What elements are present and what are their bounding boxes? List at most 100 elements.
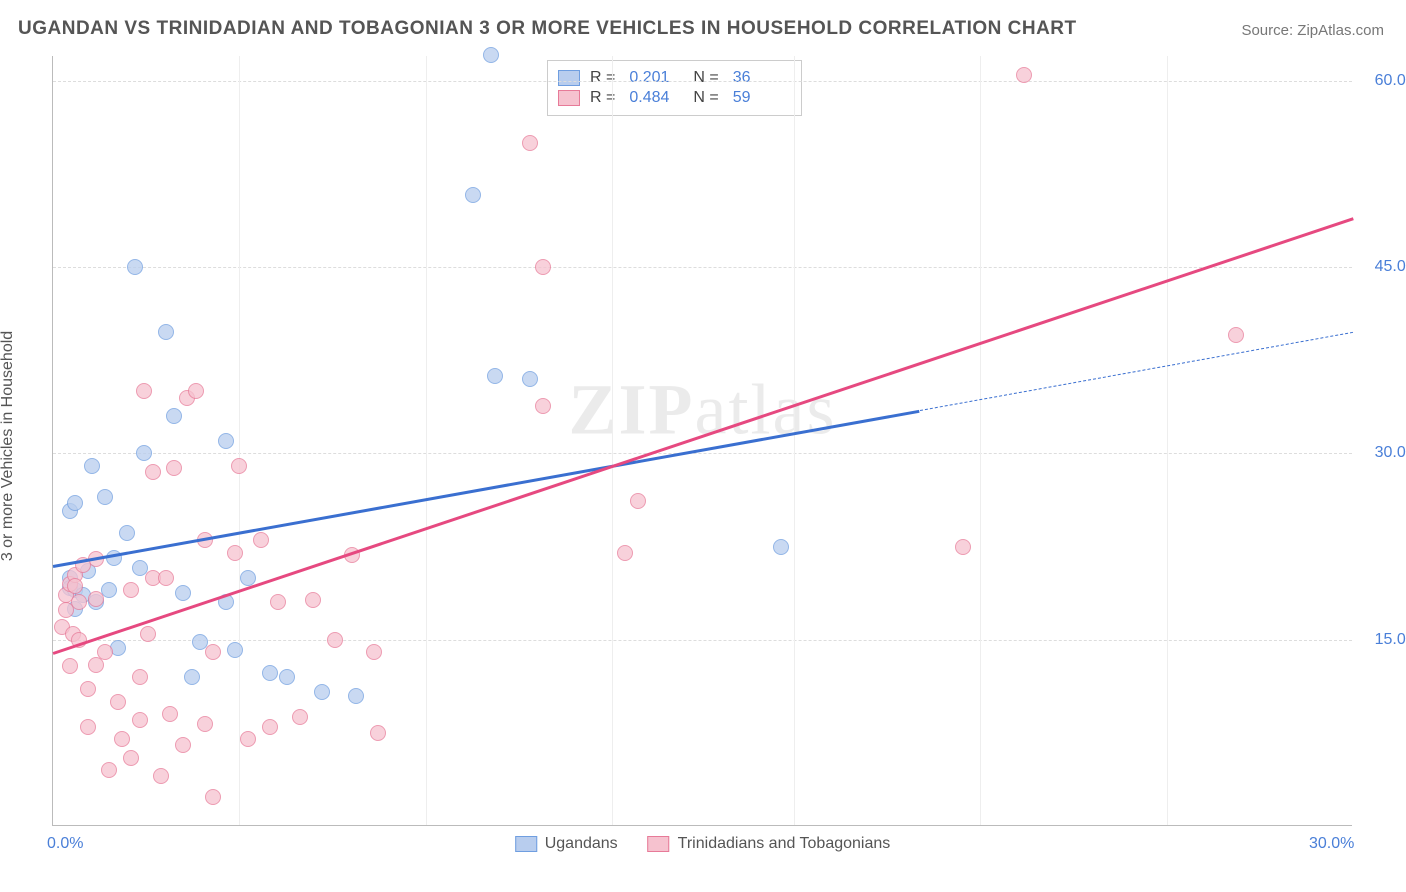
data-point [62, 658, 78, 674]
data-point [955, 539, 971, 555]
legend-r-value: 0.201 [629, 69, 677, 87]
y-tick-label: 60.0% [1360, 72, 1406, 90]
source-label: Source: ZipAtlas.com [1241, 22, 1384, 39]
data-point [132, 669, 148, 685]
data-point [97, 644, 113, 660]
data-point [773, 539, 789, 555]
legend-r-value: 0.484 [629, 89, 677, 107]
data-point [80, 719, 96, 735]
gridline-v [612, 56, 613, 825]
data-point [535, 398, 551, 414]
gridline-v [426, 56, 427, 825]
data-point [158, 570, 174, 586]
data-point [370, 725, 386, 741]
data-point [67, 578, 83, 594]
gridline-h [53, 267, 1352, 268]
y-tick-label: 30.0% [1360, 444, 1406, 462]
data-point [153, 768, 169, 784]
data-point [262, 719, 278, 735]
legend-row: R =0.201N =36 [558, 69, 787, 87]
x-tick-label: 30.0% [1309, 835, 1354, 853]
trend-line [53, 410, 920, 568]
data-point [197, 716, 213, 732]
gridline-h [53, 81, 1352, 82]
data-point [67, 495, 83, 511]
data-point [188, 383, 204, 399]
data-point [522, 371, 538, 387]
data-point [88, 591, 104, 607]
data-point [522, 135, 538, 151]
watermark: ZIPatlas [569, 368, 837, 451]
legend-row: R =0.484N =59 [558, 89, 787, 107]
data-point [617, 545, 633, 561]
data-point [184, 669, 200, 685]
gridline-v [794, 56, 795, 825]
data-point [205, 644, 221, 660]
data-point [101, 762, 117, 778]
data-point [145, 464, 161, 480]
data-point [123, 582, 139, 598]
data-point [127, 259, 143, 275]
data-point [348, 688, 364, 704]
data-point [166, 408, 182, 424]
data-point [231, 458, 247, 474]
trend-line [53, 218, 1354, 655]
data-point [80, 681, 96, 697]
data-point [253, 532, 269, 548]
data-point [240, 731, 256, 747]
data-point [465, 187, 481, 203]
data-point [240, 570, 256, 586]
gridline-h [53, 453, 1352, 454]
data-point [483, 47, 499, 63]
series-legend: Ugandans Trinidadians and Tobagonians [515, 835, 891, 853]
y-tick-label: 15.0% [1360, 631, 1406, 649]
data-point [84, 458, 100, 474]
data-point [227, 545, 243, 561]
data-point [218, 433, 234, 449]
data-point [114, 731, 130, 747]
data-point [270, 594, 286, 610]
data-point [123, 750, 139, 766]
correlation-legend: R =0.201N =36R =0.484N =59 [547, 60, 802, 116]
data-point [175, 737, 191, 753]
legend-swatch [515, 836, 537, 852]
data-point [162, 706, 178, 722]
data-point [314, 684, 330, 700]
data-point [136, 383, 152, 399]
legend-n-prefix: N = [693, 89, 718, 107]
data-point [110, 694, 126, 710]
data-point [166, 460, 182, 476]
chart-plot-area: ZIPatlas R =0.201N =36R =0.484N =59 Ugan… [52, 56, 1352, 826]
data-point [227, 642, 243, 658]
legend-swatch [558, 70, 580, 86]
gridline-v [1167, 56, 1168, 825]
data-point [366, 644, 382, 660]
data-point [71, 594, 87, 610]
data-point [279, 669, 295, 685]
data-point [487, 368, 503, 384]
legend-item: Trinidadians and Tobagonians [648, 835, 891, 853]
data-point [136, 445, 152, 461]
trend-line-extrapolated [920, 332, 1353, 411]
data-point [292, 709, 308, 725]
y-tick-label: 45.0% [1360, 258, 1406, 276]
legend-series-label: Ugandans [545, 835, 618, 853]
data-point [262, 665, 278, 681]
legend-swatch [558, 90, 580, 106]
legend-n-value: 59 [733, 89, 781, 107]
data-point [97, 489, 113, 505]
data-point [205, 789, 221, 805]
data-point [175, 585, 191, 601]
legend-series-label: Trinidadians and Tobagonians [678, 835, 891, 853]
gridline-v [239, 56, 240, 825]
data-point [535, 259, 551, 275]
data-point [158, 324, 174, 340]
data-point [305, 592, 321, 608]
data-point [132, 712, 148, 728]
data-point [630, 493, 646, 509]
x-tick-label: 0.0% [47, 835, 83, 853]
legend-n-value: 36 [733, 69, 781, 87]
data-point [327, 632, 343, 648]
data-point [1228, 327, 1244, 343]
gridline-h [53, 640, 1352, 641]
